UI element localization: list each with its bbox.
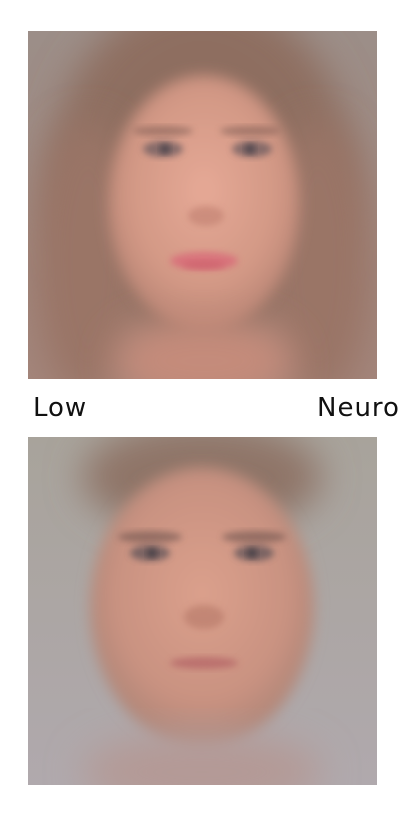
- male-face-illustration: [28, 437, 377, 785]
- low-label: Low: [33, 393, 88, 423]
- composite-face-female-image: [28, 31, 377, 379]
- composite-face-male-image: [28, 437, 377, 785]
- female-face-illustration: [28, 31, 377, 379]
- caption-row: Low Neuro: [0, 392, 407, 426]
- neuroticism-label: Neuro: [317, 393, 400, 423]
